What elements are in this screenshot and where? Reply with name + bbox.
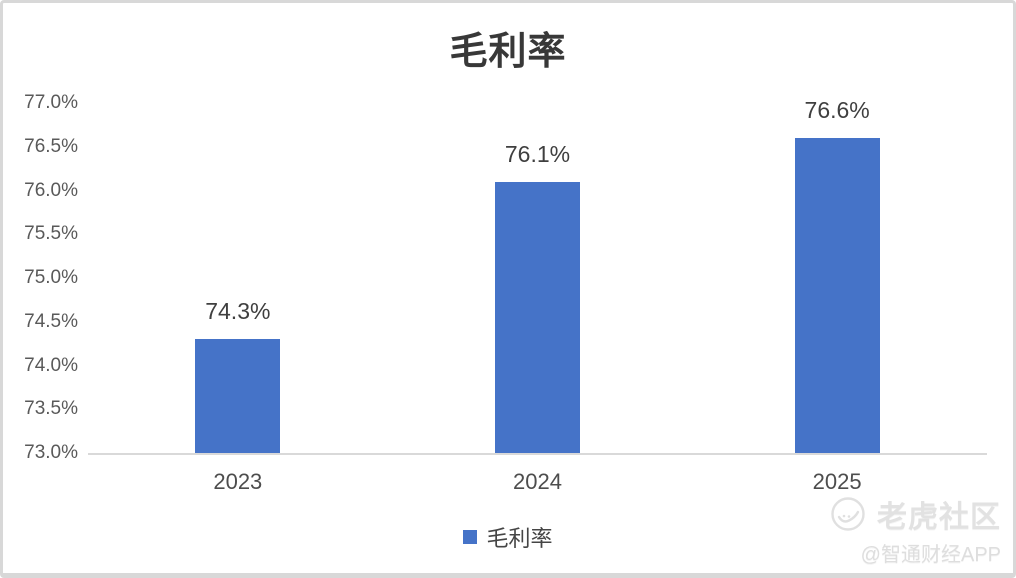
- bar-value-label: 74.3%: [205, 298, 271, 325]
- bar-value-label: 76.6%: [804, 97, 870, 123]
- watermark-brand: 老虎社区: [877, 500, 1001, 535]
- legend-label: 毛利率: [486, 527, 553, 552]
- watermark: 老虎社区 @智通财经APP: [829, 492, 1001, 567]
- y-tick-label: 77.0%: [24, 92, 78, 113]
- y-tick-label: 76.5%: [24, 135, 78, 157]
- x-tick-label: 2024: [513, 469, 562, 494]
- x-tick-label: 2023: [213, 469, 263, 494]
- y-tick-label: 76.0%: [24, 179, 78, 201]
- plot-area: 74.3% 76.1% 76.6%: [88, 97, 987, 455]
- tiger-logo-icon: [831, 497, 865, 531]
- bar-value-label: 76.1%: [504, 140, 571, 167]
- y-tick-label: 75.0%: [24, 267, 78, 288]
- y-tick-label: 74.5%: [24, 310, 78, 332]
- chart-title: 毛利率: [449, 28, 567, 73]
- y-axis: 73.0% 73.5% 74.0% 74.5% 75.0% 75.5% 76.0% 76.5%…: [3, 92, 78, 463]
- y-tick-label: 73.0%: [24, 442, 78, 463]
- y-tick-label: 75.5%: [24, 223, 78, 245]
- legend-marker-swatch: [463, 530, 478, 544]
- watermark-handle: @智通财经APP: [860, 544, 1001, 566]
- legend: 毛利率: [3, 522, 1013, 552]
- x-axis: 2023 2024 2025: [88, 469, 987, 497]
- bar-2023: [195, 339, 281, 453]
- y-tick-label: 74.0%: [24, 354, 78, 376]
- y-tick-label: 73.5%: [24, 398, 78, 420]
- bar-2025: [794, 138, 880, 453]
- x-tick-label: 2025: [812, 469, 862, 494]
- bar-2024: [495, 181, 580, 453]
